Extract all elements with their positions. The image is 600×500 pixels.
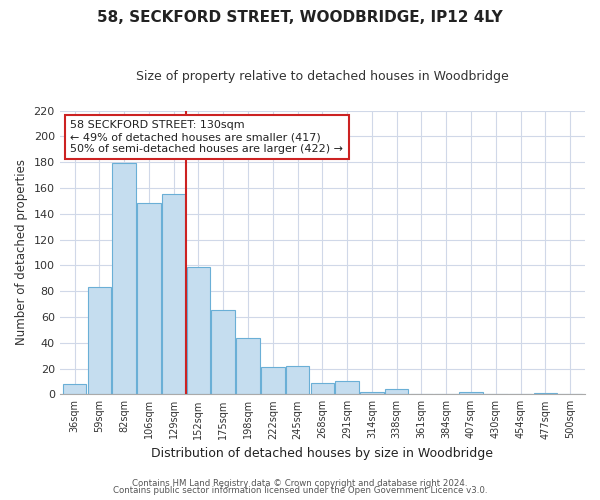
Bar [236, 338, 260, 394]
Bar [311, 382, 334, 394]
X-axis label: Distribution of detached houses by size in Woodbridge: Distribution of detached houses by size … [151, 447, 493, 460]
Bar [211, 310, 235, 394]
Bar [261, 367, 284, 394]
Text: 58, SECKFORD STREET, WOODBRIDGE, IP12 4LY: 58, SECKFORD STREET, WOODBRIDGE, IP12 4L… [97, 10, 503, 25]
Bar [459, 392, 483, 394]
Text: Contains public sector information licensed under the Open Government Licence v3: Contains public sector information licen… [113, 486, 487, 495]
Bar [533, 393, 557, 394]
Bar [162, 194, 185, 394]
Bar [63, 384, 86, 394]
Bar [137, 204, 161, 394]
Bar [335, 382, 359, 394]
Bar [360, 392, 383, 394]
Title: Size of property relative to detached houses in Woodbridge: Size of property relative to detached ho… [136, 70, 509, 83]
Bar [286, 366, 310, 394]
Y-axis label: Number of detached properties: Number of detached properties [15, 160, 28, 346]
Bar [112, 164, 136, 394]
Bar [187, 266, 210, 394]
Bar [385, 389, 409, 394]
Bar [88, 288, 111, 395]
Text: Contains HM Land Registry data © Crown copyright and database right 2024.: Contains HM Land Registry data © Crown c… [132, 478, 468, 488]
Text: 58 SECKFORD STREET: 130sqm
← 49% of detached houses are smaller (417)
50% of sem: 58 SECKFORD STREET: 130sqm ← 49% of deta… [70, 120, 343, 154]
